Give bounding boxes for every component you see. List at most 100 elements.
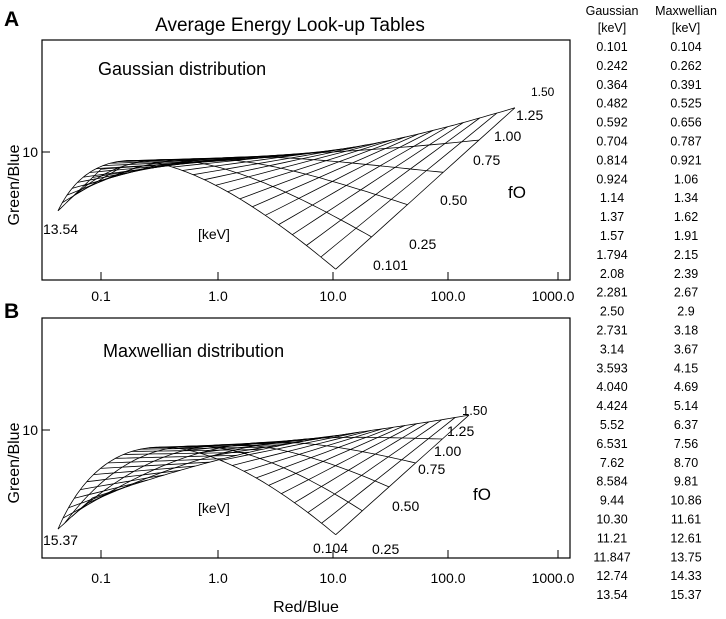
energy-grid-line bbox=[107, 458, 224, 464]
table-header: Gaussian bbox=[586, 4, 639, 18]
table-cell-gaussian: 13.54 bbox=[596, 588, 627, 602]
table-cell-gaussian: 0.482 bbox=[596, 97, 627, 111]
table-cell-gaussian: 7.62 bbox=[600, 456, 624, 470]
y-axis-label: Green/Blue bbox=[6, 422, 23, 503]
energy-grid-line bbox=[268, 425, 406, 486]
x-tick-label: 0.1 bbox=[91, 570, 111, 586]
table-cell-gaussian: 3.593 bbox=[596, 361, 627, 375]
fo-label: 1.50 bbox=[462, 403, 487, 418]
table-cell-maxwellian: 6.37 bbox=[674, 418, 698, 432]
table-cell-gaussian: 0.242 bbox=[596, 59, 627, 73]
table-cell-gaussian: 2.08 bbox=[600, 267, 624, 281]
table-cell-gaussian: 0.364 bbox=[596, 78, 627, 92]
x-tick-label: 10.0 bbox=[319, 570, 346, 586]
fo-axis-label: fO bbox=[508, 183, 526, 202]
table-cell-gaussian: 0.101 bbox=[596, 40, 627, 54]
energy-grid-line bbox=[307, 419, 443, 513]
energy-unit-label: [keV] bbox=[198, 226, 230, 242]
fo-label: 0.50 bbox=[392, 498, 419, 514]
table-cell-maxwellian: 0.104 bbox=[670, 40, 701, 54]
x-tick-label: 100.0 bbox=[430, 288, 465, 304]
table-cell-maxwellian: 13.75 bbox=[670, 550, 701, 564]
energy-grid-line bbox=[80, 474, 165, 490]
table-cell-maxwellian: 1.62 bbox=[674, 210, 698, 224]
fo-label: 1.25 bbox=[447, 423, 474, 439]
table-cell-maxwellian: 1.34 bbox=[674, 191, 698, 205]
fo-grid-line bbox=[85, 436, 443, 505]
table-cell-gaussian: 8.584 bbox=[596, 475, 627, 489]
fo-label: 1.00 bbox=[494, 128, 521, 144]
table-cell-gaussian: 10.30 bbox=[596, 513, 627, 527]
energy-grid-line bbox=[115, 455, 237, 459]
fo-axis-label: fO bbox=[473, 485, 491, 504]
energy-grid-line bbox=[89, 161, 204, 173]
table-cell-gaussian: 3.14 bbox=[600, 342, 624, 356]
table-cell-maxwellian: 3.18 bbox=[674, 324, 698, 338]
energy-grid-line bbox=[243, 428, 383, 472]
fo-label: 1.25 bbox=[516, 107, 543, 123]
energy-max-label: 15.37 bbox=[43, 532, 78, 548]
fo-label: 0.25 bbox=[409, 236, 436, 252]
table-cell-gaussian: 12.74 bbox=[596, 569, 627, 583]
energy-min-label: 0.101 bbox=[373, 257, 408, 273]
table-cell-maxwellian: 2.39 bbox=[674, 267, 698, 281]
energy-grid-line bbox=[162, 151, 319, 165]
table-cell-maxwellian: 14.33 bbox=[670, 569, 701, 583]
table-cell-maxwellian: 7.56 bbox=[674, 437, 698, 451]
lookup-table: Gaussian [keV] Maxwellian [keV] 0.101 0.1… bbox=[586, 4, 717, 602]
table-cell-gaussian: 0.592 bbox=[596, 116, 627, 130]
panel-letter: A bbox=[4, 8, 19, 31]
table-cell-gaussian: 2.731 bbox=[596, 324, 627, 338]
x-tick-label: 1.0 bbox=[208, 570, 228, 586]
table-cell-gaussian: 2.50 bbox=[600, 305, 624, 319]
energy-grid-line bbox=[74, 479, 148, 499]
energy-grid-line bbox=[131, 449, 262, 452]
table-cell-gaussian: 11.21 bbox=[597, 531, 627, 545]
energy-grid-line bbox=[220, 431, 361, 461]
table-cell-gaussian: 5.52 bbox=[600, 418, 624, 432]
table-cell-maxwellian: 5.14 bbox=[674, 399, 698, 413]
energy-grid-line bbox=[278, 126, 448, 225]
energy-grid-line bbox=[227, 139, 392, 193]
energy-grid-line bbox=[320, 112, 498, 258]
table-cell-gaussian: 0.924 bbox=[596, 172, 627, 186]
energy-grid-line bbox=[123, 451, 250, 455]
x-axis-label: Red/Blue bbox=[273, 599, 339, 616]
x-tick-label: 1000.0 bbox=[532, 288, 575, 304]
table-cell-maxwellian: 8.70 bbox=[674, 456, 698, 470]
panel-b: B Maxwellian distribution Green/Blue 10 … bbox=[4, 300, 575, 616]
table-cell-maxwellian: 2.67 bbox=[674, 286, 698, 300]
energy-grid-line bbox=[306, 117, 480, 246]
fo-label: 1.00 bbox=[434, 443, 461, 459]
table-cell-maxwellian: 1.91 bbox=[674, 229, 698, 243]
energy-grid-line bbox=[281, 423, 417, 494]
fo-label: 1.50 bbox=[531, 85, 555, 99]
energy-grid-line bbox=[198, 434, 339, 454]
energy-grid-line bbox=[321, 417, 456, 524]
table-cell-gaussian: 2.281 bbox=[596, 286, 627, 300]
table-cell-gaussian: 9.44 bbox=[600, 494, 624, 508]
table-cell-maxwellian: 9.81 bbox=[674, 475, 698, 489]
table-cell-maxwellian: 0.525 bbox=[670, 97, 701, 111]
energy-unit-label: [keV] bbox=[198, 500, 230, 516]
table-cell-gaussian: 0.814 bbox=[596, 153, 627, 167]
energy-surface-mesh bbox=[57, 414, 470, 536]
energy-grid-line bbox=[256, 426, 394, 479]
energy-grid-line bbox=[239, 136, 406, 200]
table-cell-maxwellian: 0.262 bbox=[670, 59, 701, 73]
table-cell-gaussian: 4.040 bbox=[596, 380, 627, 394]
fo-grid-line bbox=[92, 414, 470, 499]
energy-max-label: 13.54 bbox=[43, 221, 78, 237]
x-tick-label: 10.0 bbox=[319, 288, 346, 304]
energy-grid-line bbox=[172, 150, 331, 168]
table-cell-gaussian: 1.57 bbox=[600, 229, 624, 243]
x-tick-label: 1000.0 bbox=[532, 570, 575, 586]
table-cell-maxwellian: 15.37 bbox=[670, 588, 701, 602]
fo-label: 0.75 bbox=[418, 461, 445, 477]
x-tick-label: 100.0 bbox=[430, 570, 465, 586]
table-cell-maxwellian: 2.15 bbox=[674, 248, 698, 262]
table-cell-gaussian: 4.424 bbox=[596, 399, 627, 413]
energy-grid-line bbox=[215, 142, 380, 186]
table-cell-maxwellian: 10.86 bbox=[670, 494, 701, 508]
